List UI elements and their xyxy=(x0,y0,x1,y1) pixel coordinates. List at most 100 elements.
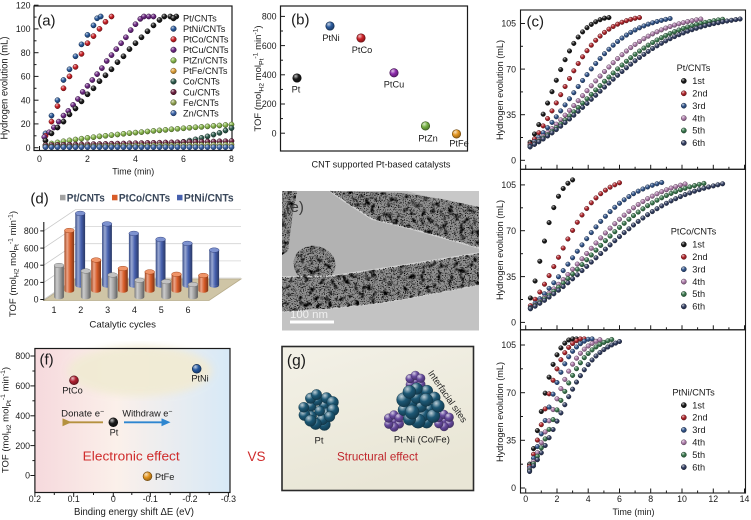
svg-text:800: 800 xyxy=(24,226,39,236)
svg-text:(a): (a) xyxy=(37,13,55,30)
svg-text:Hydrogen evolution (mL): Hydrogen evolution (mL) xyxy=(0,37,11,140)
svg-text:Pt-Ni (Co/Fe): Pt-Ni (Co/Fe) xyxy=(394,434,450,444)
svg-text:1st: 1st xyxy=(692,400,705,410)
svg-text:200: 200 xyxy=(24,278,39,288)
svg-text:Pt/CNTs: Pt/CNTs xyxy=(67,193,105,205)
svg-text:70: 70 xyxy=(506,388,516,398)
svg-text:1: 1 xyxy=(51,305,56,315)
svg-text:600: 600 xyxy=(24,243,39,253)
svg-text:400: 400 xyxy=(262,70,277,80)
svg-text:-0.2: -0.2 xyxy=(182,494,197,504)
svg-text:PtFe/CNTs: PtFe/CNTs xyxy=(183,66,228,76)
svg-text:35: 35 xyxy=(506,436,516,446)
svg-text:-0.1: -0.1 xyxy=(143,494,158,504)
svg-text:0: 0 xyxy=(511,483,516,493)
svg-text:Hydrogen evolution (mL): Hydrogen evolution (mL) xyxy=(495,40,506,140)
svg-text:3: 3 xyxy=(105,305,110,315)
svg-text:800: 800 xyxy=(262,12,277,22)
svg-text:PtCo/CNTs: PtCo/CNTs xyxy=(183,35,229,45)
svg-text:60: 60 xyxy=(21,72,31,82)
svg-text:6: 6 xyxy=(181,154,186,164)
svg-text:1st: 1st xyxy=(692,240,705,250)
svg-text:PtCo/CNTs: PtCo/CNTs xyxy=(119,193,170,205)
svg-text:70: 70 xyxy=(506,64,516,74)
svg-text:Hydrogen evolution (mL): Hydrogen evolution (mL) xyxy=(495,362,506,462)
svg-text:4th: 4th xyxy=(692,113,705,123)
svg-text:200: 200 xyxy=(15,441,30,451)
svg-text:100 nm: 100 nm xyxy=(290,309,328,321)
svg-text:PtFe: PtFe xyxy=(449,139,468,149)
svg-text:20: 20 xyxy=(21,119,31,129)
svg-text:0: 0 xyxy=(272,128,277,138)
svg-text:100: 100 xyxy=(16,24,31,34)
svg-text:Hydrogen evolution (mL): Hydrogen evolution (mL) xyxy=(495,200,506,300)
svg-text:2nd: 2nd xyxy=(692,89,707,99)
svg-text:VS: VS xyxy=(247,449,265,464)
svg-text:200: 200 xyxy=(262,99,277,109)
svg-text:Donate e−: Donate e− xyxy=(61,409,104,420)
svg-text:5: 5 xyxy=(159,305,164,315)
svg-text:120: 120 xyxy=(16,0,31,10)
svg-text:(d): (d) xyxy=(30,191,48,208)
svg-text:Co/CNTs: Co/CNTs xyxy=(183,77,220,87)
svg-text:PtFe: PtFe xyxy=(155,472,174,482)
svg-text:Pt/CNTs: Pt/CNTs xyxy=(183,14,217,24)
svg-text:2nd: 2nd xyxy=(692,413,707,423)
svg-text:4th: 4th xyxy=(692,438,705,448)
svg-text:0.2: 0.2 xyxy=(29,494,41,504)
svg-text:600: 600 xyxy=(15,381,30,391)
svg-text:1st: 1st xyxy=(692,76,705,86)
svg-text:35: 35 xyxy=(506,272,516,282)
svg-text:PtNi/CNTs: PtNi/CNTs xyxy=(184,193,234,205)
svg-text:PtNi/CNTs: PtNi/CNTs xyxy=(672,387,715,397)
svg-text:Electronic effect: Electronic effect xyxy=(83,448,180,463)
svg-text:Fe/CNTs: Fe/CNTs xyxy=(183,98,219,108)
svg-text:Zn/CNTs: Zn/CNTs xyxy=(183,108,219,118)
svg-text:3rd: 3rd xyxy=(692,425,705,435)
svg-text:Pt/CNTs: Pt/CNTs xyxy=(677,63,711,73)
svg-text:105: 105 xyxy=(501,340,516,350)
svg-text:2: 2 xyxy=(78,305,83,315)
svg-text:3rd: 3rd xyxy=(692,101,705,111)
svg-text:Time (min): Time (min) xyxy=(112,166,154,177)
svg-text:Structural effect: Structural effect xyxy=(337,449,419,463)
svg-text:8: 8 xyxy=(648,494,653,504)
svg-text:PtNi: PtNi xyxy=(191,374,208,384)
svg-text:(c): (c) xyxy=(527,14,545,31)
svg-text:(g): (g) xyxy=(287,352,306,369)
svg-text:PtCo: PtCo xyxy=(352,45,372,55)
svg-text:8: 8 xyxy=(229,154,234,164)
svg-text:4: 4 xyxy=(133,154,138,164)
svg-text:6th: 6th xyxy=(692,302,705,312)
svg-text:0: 0 xyxy=(25,471,30,481)
svg-text:35: 35 xyxy=(506,110,516,120)
svg-text:PtCo/CNTs: PtCo/CNTs xyxy=(671,227,717,237)
svg-text:Pt: Pt xyxy=(315,436,324,447)
svg-text:800: 800 xyxy=(15,351,30,361)
svg-text:0: 0 xyxy=(523,494,528,504)
svg-text:6th: 6th xyxy=(692,138,705,148)
svg-text:400: 400 xyxy=(15,411,30,421)
svg-text:4: 4 xyxy=(132,305,137,315)
svg-text:70: 70 xyxy=(506,226,516,236)
svg-text:6: 6 xyxy=(185,305,190,315)
svg-text:Time (min): Time (min) xyxy=(613,507,655,518)
svg-text:Catalytic cycles: Catalytic cycles xyxy=(89,319,156,330)
svg-text:105: 105 xyxy=(501,19,516,29)
svg-text:Pt: Pt xyxy=(292,85,301,95)
svg-text:105: 105 xyxy=(501,180,516,190)
svg-text:12: 12 xyxy=(708,494,718,504)
svg-text:2: 2 xyxy=(85,154,90,164)
svg-text:(f): (f) xyxy=(40,352,54,369)
svg-text:0: 0 xyxy=(511,318,516,328)
svg-text:6: 6 xyxy=(617,494,622,504)
svg-text:PtZn: PtZn xyxy=(418,134,437,144)
svg-text:PtNi: PtNi xyxy=(322,33,339,43)
svg-text:0: 0 xyxy=(511,156,516,166)
svg-text:PtCu/CNTs: PtCu/CNTs xyxy=(183,45,229,55)
svg-text:0: 0 xyxy=(26,143,31,153)
svg-text:PtCo: PtCo xyxy=(62,386,82,396)
svg-text:6th: 6th xyxy=(692,462,705,472)
svg-text:80: 80 xyxy=(21,48,31,58)
svg-text:PtZn/CNTs: PtZn/CNTs xyxy=(183,56,228,66)
